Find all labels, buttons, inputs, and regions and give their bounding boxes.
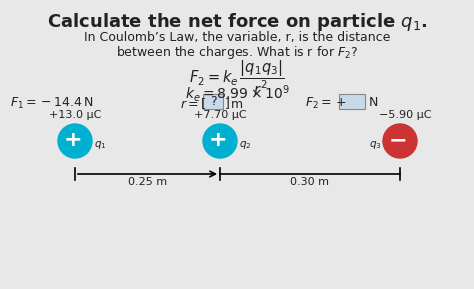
Text: $q_1$: $q_1$	[94, 139, 107, 151]
Text: $q_2$: $q_2$	[239, 139, 251, 151]
Text: $r = [$: $r = [$	[180, 96, 206, 111]
Text: $]\,\mathrm{m}$: $]\,\mathrm{m}$	[224, 96, 244, 111]
Text: +13.0 μC: +13.0 μC	[49, 110, 101, 120]
Text: $F_2 = k_e\,\dfrac{|q_1q_3|}{r^2}$: $F_2 = k_e\,\dfrac{|q_1q_3|}{r^2}$	[190, 59, 284, 98]
Text: 0.25 m: 0.25 m	[128, 177, 167, 187]
Text: between the charges. What is r for $F_2$?: between the charges. What is r for $F_2$…	[116, 44, 358, 61]
Text: +: +	[209, 130, 228, 150]
Text: $F_2 = +$: $F_2 = +$	[305, 96, 347, 111]
Circle shape	[383, 124, 417, 158]
Text: −: −	[389, 130, 407, 150]
Text: $\mathrm{N}$: $\mathrm{N}$	[368, 96, 378, 109]
Text: −5.90 μC: −5.90 μC	[379, 110, 431, 120]
Text: In Coulomb’s Law, the variable, r, is the distance: In Coulomb’s Law, the variable, r, is th…	[84, 31, 390, 44]
Circle shape	[58, 124, 92, 158]
Text: 0.30 m: 0.30 m	[291, 177, 329, 187]
FancyBboxPatch shape	[203, 94, 223, 109]
Text: +7.70 μC: +7.70 μC	[194, 110, 246, 120]
Text: $F_1 = -14.4\,\mathrm{N}$: $F_1 = -14.4\,\mathrm{N}$	[10, 96, 94, 111]
Text: +: +	[64, 130, 82, 150]
FancyBboxPatch shape	[339, 94, 365, 109]
Text: $k_e = 8.99\times10^9$: $k_e = 8.99\times10^9$	[185, 83, 289, 104]
Circle shape	[203, 124, 237, 158]
Text: ?: ?	[210, 95, 216, 108]
Text: $q_3$: $q_3$	[369, 139, 382, 151]
Text: Calculate the net force on particle $q_1$.: Calculate the net force on particle $q_1…	[46, 11, 428, 33]
